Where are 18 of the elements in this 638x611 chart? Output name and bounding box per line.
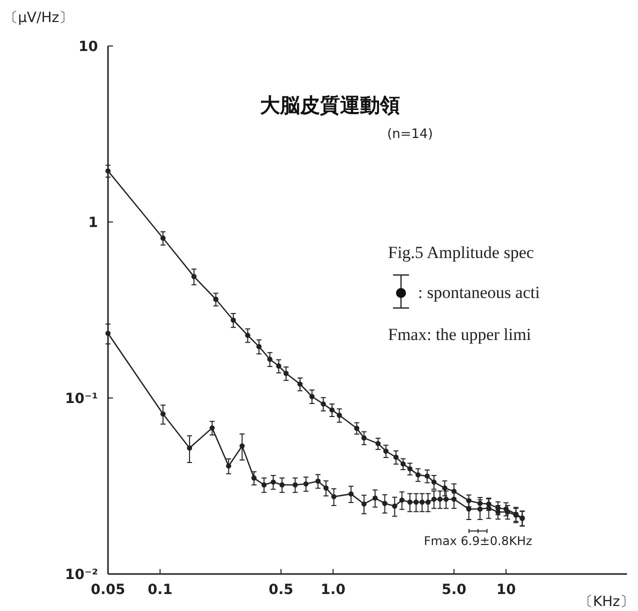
x-tick-label: 0.1 bbox=[148, 582, 172, 598]
x-tick-label: 1.0 bbox=[320, 582, 346, 598]
y-tick-label: 10 bbox=[78, 39, 98, 55]
text: (n=14) bbox=[387, 127, 433, 142]
y-tick-label: 10⁻¹ bbox=[64, 391, 98, 407]
annotation: Fmax 6.9±0.8KHz bbox=[424, 534, 532, 548]
x-tick-label: 10 bbox=[496, 582, 516, 598]
x-tick-label: 0.5 bbox=[268, 582, 294, 598]
x-tick-label: 0.05 bbox=[90, 582, 126, 598]
x-axis-title: 〔KHz〕 bbox=[578, 594, 634, 610]
y-axis-title: 〔μV/Hz〕 bbox=[4, 10, 74, 26]
annotation: : spontaneous acti bbox=[418, 283, 540, 302]
x-tick-label: 5.0 bbox=[442, 582, 467, 598]
y-tick-label: 10⁻² bbox=[64, 567, 98, 583]
y-tick-label: 1 bbox=[88, 215, 98, 231]
annotation: Fmax: the upper limi bbox=[388, 325, 532, 344]
text: 大脳皮質運動領 bbox=[260, 93, 400, 117]
annotation: Fig.5 Amplitude spec bbox=[388, 243, 534, 262]
